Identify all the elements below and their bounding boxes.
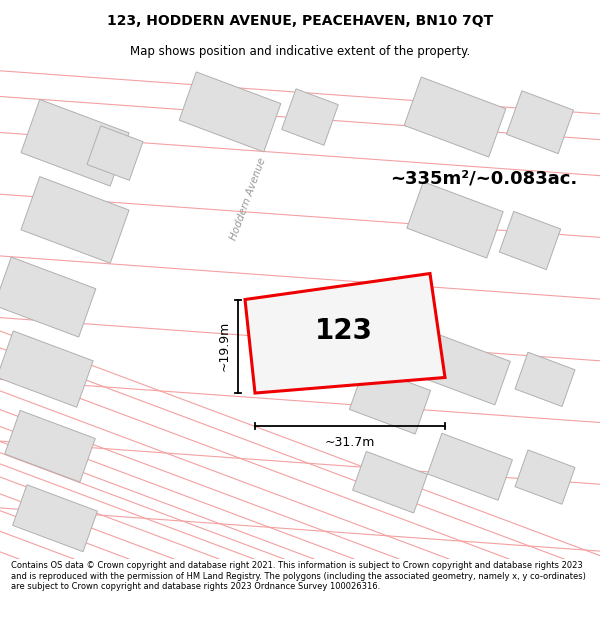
Polygon shape <box>0 331 93 408</box>
Polygon shape <box>87 126 143 180</box>
Polygon shape <box>21 177 129 263</box>
Text: Map shows position and indicative extent of the property.: Map shows position and indicative extent… <box>130 44 470 58</box>
Polygon shape <box>179 72 281 152</box>
Polygon shape <box>515 450 575 504</box>
Polygon shape <box>349 366 431 434</box>
Polygon shape <box>515 352 575 406</box>
Text: Hoddern Avenue: Hoddern Avenue <box>229 157 268 242</box>
Polygon shape <box>428 433 512 500</box>
Text: ~31.7m: ~31.7m <box>325 436 375 449</box>
Polygon shape <box>245 274 445 393</box>
Polygon shape <box>0 257 96 337</box>
Polygon shape <box>420 333 510 405</box>
Polygon shape <box>404 77 506 157</box>
Text: ~335m²/~0.083ac.: ~335m²/~0.083ac. <box>390 170 577 187</box>
Polygon shape <box>5 411 95 482</box>
Text: 123: 123 <box>315 317 373 345</box>
Polygon shape <box>506 91 574 154</box>
Text: 123, HODDERN AVENUE, PEACEHAVEN, BN10 7QT: 123, HODDERN AVENUE, PEACEHAVEN, BN10 7Q… <box>107 14 493 28</box>
Text: Contains OS data © Crown copyright and database right 2021. This information is : Contains OS data © Crown copyright and d… <box>11 561 586 591</box>
Polygon shape <box>13 485 97 552</box>
Polygon shape <box>407 182 503 258</box>
Text: ~19.9m: ~19.9m <box>218 321 230 371</box>
Polygon shape <box>21 99 129 186</box>
Polygon shape <box>499 211 560 269</box>
Polygon shape <box>281 89 338 145</box>
Polygon shape <box>353 451 427 513</box>
